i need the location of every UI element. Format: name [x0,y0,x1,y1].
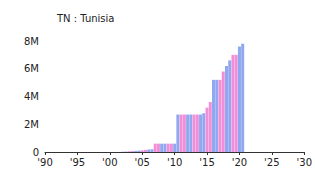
svg-text:2M: 2M [24,119,39,130]
svg-text:'30: '30 [297,157,312,168]
svg-text:6M: 6M [24,63,39,74]
svg-text:'05: '05 [134,157,149,168]
svg-text:'10: '10 [167,157,182,168]
svg-text:'20: '20 [232,157,247,168]
svg-text:'90: '90 [37,157,52,168]
svg-text:TN : Tunisia: TN : Tunisia [56,13,114,24]
svg-text:'95: '95 [70,157,85,168]
svg-text:8M: 8M [24,36,39,47]
svg-text:'25: '25 [264,157,279,168]
svg-text:'15: '15 [199,157,214,168]
svg-text:0: 0 [32,146,39,158]
svg-text:'00: '00 [102,157,117,168]
svg-text:4M: 4M [24,91,39,102]
